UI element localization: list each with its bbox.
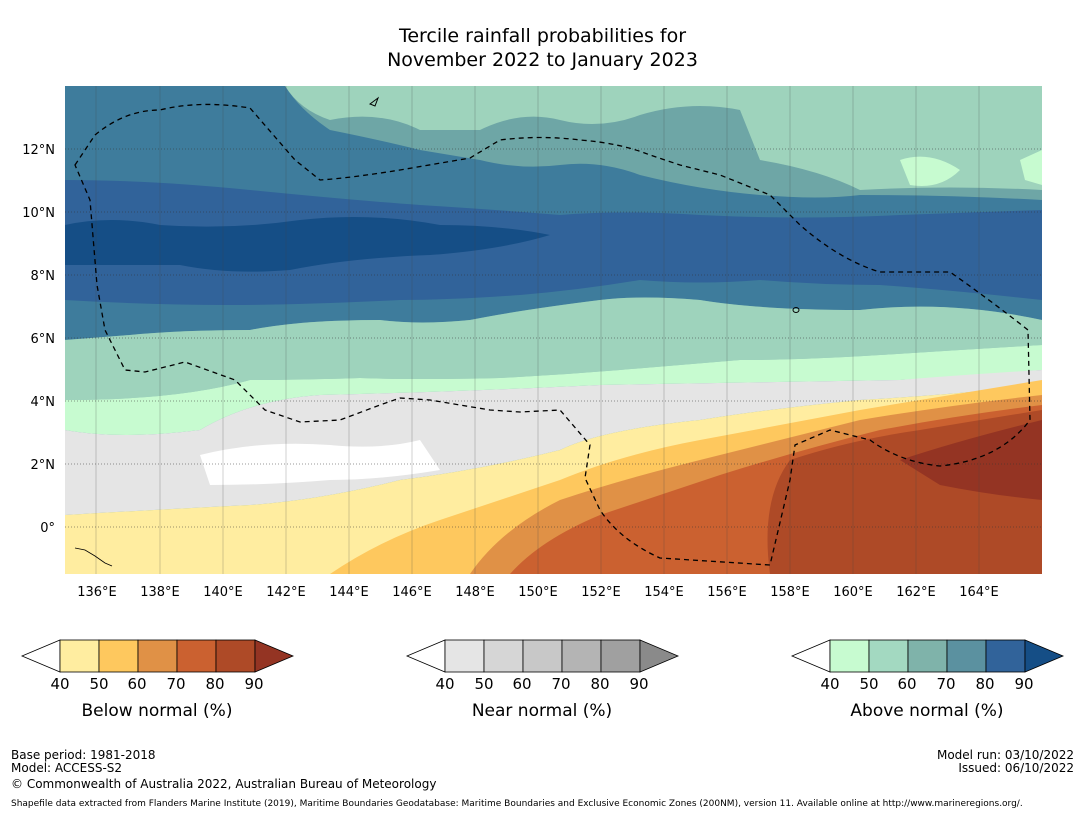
lat-label: 10°N [22,206,55,221]
field-white-a [200,440,440,485]
near-swatch [483,639,524,673]
lon-label: 162°E [896,585,936,600]
above-extend-low [790,639,831,673]
lat-label: 8°N [31,269,56,284]
coastline [74,547,113,567]
near-swatch [600,639,641,673]
tick-label: 50 [859,675,879,693]
model-name: Model: ACCESS-S2 [11,761,123,775]
field-above-50-south [65,297,1042,400]
near-extend-high [639,639,680,673]
copyright: © Commonwealth of Australia 2022, Austra… [11,777,437,791]
colorbar-near-normal [405,639,680,673]
lon-label: 136°E [77,585,117,600]
legend-above-label: Above normal (%) [850,701,1004,721]
lon-label: 160°E [833,585,873,600]
above-swatch [946,639,987,673]
probability-field [65,86,1042,574]
near-swatch [444,639,485,673]
lon-label: 146°E [392,585,432,600]
below-extend-low [20,639,61,673]
legend-below-label: Below normal (%) [81,701,233,721]
tick-label: 40 [50,675,70,693]
title-line-1: Tercile rainfall probabilities for [398,25,687,47]
tick-label: 60 [897,675,917,693]
below-swatch [215,639,256,673]
issued-date: Issued: 06/10/2022 [958,761,1074,775]
field-above-90 [65,216,550,272]
near-extend-low [405,639,446,673]
colorbar-below-normal [20,639,295,673]
tick-label: 70 [166,675,186,693]
tick-label: 50 [474,675,494,693]
above-swatch [985,639,1026,673]
gridlines [95,86,980,574]
legend-near-label: Near normal (%) [471,701,613,721]
lat-axis: 12°N 10°N 8°N 6°N 4°N 2°N 0° [22,143,55,536]
above-swatch [868,639,909,673]
lat-label: 2°N [31,458,56,473]
below-swatch [59,639,100,673]
below-swatch [176,639,217,673]
field-above-40a [900,156,960,186]
tick-label: 70 [936,675,956,693]
lat-gridlines [65,148,1042,528]
rainfall-map: 12°N 10°N 8°N 6°N 4°N 2°N 0° 136°E 138°E… [22,86,1042,600]
lon-label: 148°E [455,585,495,600]
tick-label: 80 [205,675,225,693]
tick-label: 80 [975,675,995,693]
lon-label: 142°E [266,585,306,600]
lat-label: 4°N [31,395,56,410]
colorbar-above-normal [790,639,1065,673]
lon-axis: 136°E 138°E 140°E 142°E 144°E 146°E 148°… [77,585,999,600]
lon-label: 150°E [518,585,558,600]
below-swatch [98,639,139,673]
tick-label: 90 [629,675,649,693]
island-b [792,307,800,313]
near-swatch [522,639,563,673]
tick-label: 50 [89,675,109,693]
lat-label: 0° [40,521,55,536]
below-extend-high [254,639,295,673]
lon-label: 156°E [707,585,747,600]
field-above-40b [1020,150,1042,185]
field-above-80 [65,180,1042,305]
above-swatch [829,639,870,673]
model-run: Model run: 03/10/2022 [936,748,1074,762]
lon-label: 140°E [203,585,243,600]
lon-label: 158°E [770,585,810,600]
tick-label: 60 [512,675,532,693]
above-extend-high [1024,639,1065,673]
lon-label: 164°E [959,585,999,600]
tick-label: 90 [244,675,264,693]
lon-label: 138°E [140,585,180,600]
field-below-90 [900,420,1042,500]
lon-label: 152°E [581,585,621,600]
tick-label: 80 [590,675,610,693]
tick-label: 90 [1014,675,1034,693]
above-swatch [907,639,948,673]
field-above-40-south [65,345,1042,435]
title-line-2: November 2022 to January 2023 [387,49,698,71]
eez-boundary [74,103,1031,566]
island-a [368,96,380,107]
tick-label: 40 [435,675,455,693]
lon-label: 144°E [329,585,369,600]
shapefile-credit: Shapefile data extracted from Flanders M… [11,799,1023,809]
lon-label: 154°E [644,585,684,600]
tick-label: 40 [820,675,840,693]
below-swatch [137,639,178,673]
lat-label: 6°N [31,332,56,347]
base-period: Base period: 1981-2018 [11,748,156,762]
lat-label: 12°N [22,143,55,158]
tick-label: 60 [127,675,147,693]
near-swatch [561,639,602,673]
tick-label: 70 [551,675,571,693]
